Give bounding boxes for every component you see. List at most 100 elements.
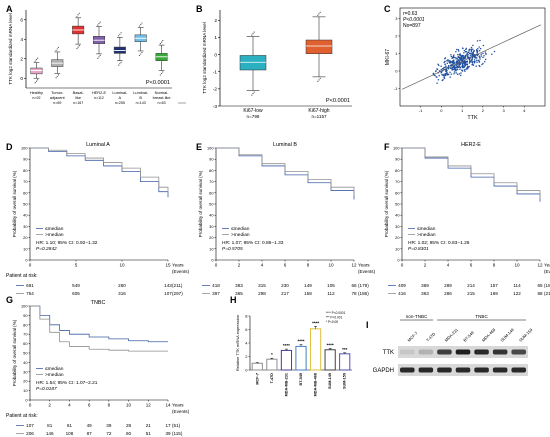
km-x-tick-label: 12 bbox=[146, 403, 152, 408]
km-y-tick-label: 30 bbox=[209, 224, 214, 229]
box-outlier bbox=[317, 14, 319, 16]
risk-events: (297) bbox=[172, 291, 183, 296]
km-y-tick-label: 70 bbox=[23, 332, 28, 337]
km-x-tick-label: 14 bbox=[165, 403, 171, 408]
scatter-x-tick-label: 1 bbox=[461, 108, 464, 113]
km-x-tick-label: 10 bbox=[514, 263, 520, 268]
km-legend-label: ≤median bbox=[231, 226, 250, 232]
km-y-tick-label: 90 bbox=[209, 157, 214, 162]
panel-a-y-tick-label: 2 bbox=[20, 57, 23, 63]
blot-band bbox=[418, 367, 434, 373]
scatter-point bbox=[447, 73, 450, 75]
scatter-point bbox=[462, 62, 464, 64]
scatter-point bbox=[471, 58, 474, 61]
panel-b-y-label: TTK log2 standardized mRNA level bbox=[202, 22, 207, 94]
km-y-tick-label: 10 bbox=[209, 246, 214, 251]
x-category-label: breast-like bbox=[153, 95, 171, 100]
scatter-point bbox=[472, 64, 475, 66]
km-y-tick-label: 0 bbox=[397, 258, 400, 263]
panel-b-y-tick-label: -3 bbox=[213, 104, 218, 110]
km-y-tick-label: 20 bbox=[395, 235, 400, 240]
bar-mcf-7 bbox=[251, 362, 263, 371]
scatter-point bbox=[440, 71, 442, 74]
risk-events: (187) bbox=[544, 283, 550, 288]
risk-count: 383 bbox=[235, 283, 243, 288]
km-x-tick-label: 8 bbox=[307, 263, 310, 268]
scatter-point bbox=[482, 52, 484, 55]
blot-band bbox=[474, 349, 489, 355]
box-outlier bbox=[319, 11, 321, 13]
scatter-point bbox=[461, 54, 463, 57]
scatter-point bbox=[477, 48, 479, 50]
scatter-point bbox=[463, 52, 465, 54]
km-x-tick-label: 4 bbox=[447, 263, 450, 268]
km-curve-low bbox=[30, 147, 169, 198]
box-outlier bbox=[57, 46, 60, 49]
panel-f-title: HER2-E bbox=[461, 142, 481, 148]
scatter-point bbox=[444, 60, 446, 63]
scatter-point bbox=[456, 48, 458, 51]
x-category-label: Tumor- bbox=[51, 90, 64, 95]
risk-count: 61 bbox=[67, 423, 73, 428]
risk-count: 230 bbox=[281, 283, 289, 288]
scatter-point bbox=[491, 53, 493, 55]
blot-band bbox=[400, 367, 415, 373]
scatter-frame bbox=[399, 7, 546, 107]
box-outlier bbox=[318, 13, 320, 15]
km-y-tick-label: 90 bbox=[23, 157, 28, 162]
scatter-point bbox=[443, 75, 446, 77]
scatter-point bbox=[459, 68, 461, 70]
bar-legend-label: **** P<0.0001 bbox=[326, 311, 346, 315]
x-category-label: adjacent bbox=[50, 95, 66, 100]
risk-count: 369 bbox=[421, 283, 429, 288]
risk-events: (186) bbox=[358, 291, 369, 296]
km-curve-high bbox=[30, 305, 168, 352]
box-ki67-low bbox=[239, 55, 267, 71]
scatter-point bbox=[443, 66, 445, 69]
scatter-point bbox=[445, 70, 447, 73]
box-healthy bbox=[30, 67, 43, 75]
scatter-point bbox=[445, 69, 448, 72]
scatter-point bbox=[446, 59, 448, 62]
blot-band bbox=[418, 349, 434, 355]
km-stat: P=0.8301 bbox=[408, 246, 429, 252]
x-category-label: Healthy bbox=[30, 90, 43, 95]
scatter-point bbox=[471, 61, 474, 63]
box-outlier bbox=[253, 91, 255, 93]
box-outlier bbox=[37, 79, 39, 81]
bar-bt-549 bbox=[295, 345, 307, 371]
risk-count: 72 bbox=[106, 431, 112, 436]
km-y-tick-label: 40 bbox=[209, 213, 214, 218]
scatter-point bbox=[435, 70, 437, 72]
scatter-point bbox=[451, 67, 454, 69]
x-category-label: Normal- bbox=[155, 90, 170, 95]
scatter-point bbox=[443, 61, 445, 64]
bar-category-label: BT-549 bbox=[299, 373, 303, 385]
bar-y-tick-label: 8 bbox=[245, 314, 248, 319]
box-outlier bbox=[57, 74, 60, 76]
km-y-tick-label: 60 bbox=[209, 190, 214, 195]
risk-count: 108 bbox=[66, 431, 74, 436]
bar-category-label: MCF-7 bbox=[255, 373, 259, 385]
km-y-label: Probability of overall survival (%) bbox=[198, 170, 203, 237]
scatter-x-label: TTK bbox=[467, 115, 478, 121]
km-x-tick-label: 0 bbox=[29, 403, 32, 408]
scatter-point bbox=[476, 50, 479, 53]
panel-label-i: I bbox=[366, 320, 369, 330]
scatter-point bbox=[468, 50, 470, 52]
scatter-point bbox=[444, 74, 447, 76]
bar-y-tick-label: 6 bbox=[245, 327, 248, 332]
scatter-point bbox=[473, 60, 476, 63]
risk-count: 315 bbox=[258, 283, 266, 288]
scatter-point bbox=[465, 50, 468, 53]
km-curve-high bbox=[402, 147, 541, 199]
x-category-label: Luminal- bbox=[133, 90, 149, 95]
scatter-point bbox=[479, 56, 481, 59]
risk-events: (51) bbox=[172, 423, 181, 428]
bar-mda-mb-468 bbox=[309, 328, 322, 371]
scatter-point bbox=[450, 55, 453, 58]
box-outlier bbox=[138, 25, 141, 27]
km-curve-low bbox=[402, 147, 541, 202]
bar-t-47d bbox=[266, 358, 278, 371]
